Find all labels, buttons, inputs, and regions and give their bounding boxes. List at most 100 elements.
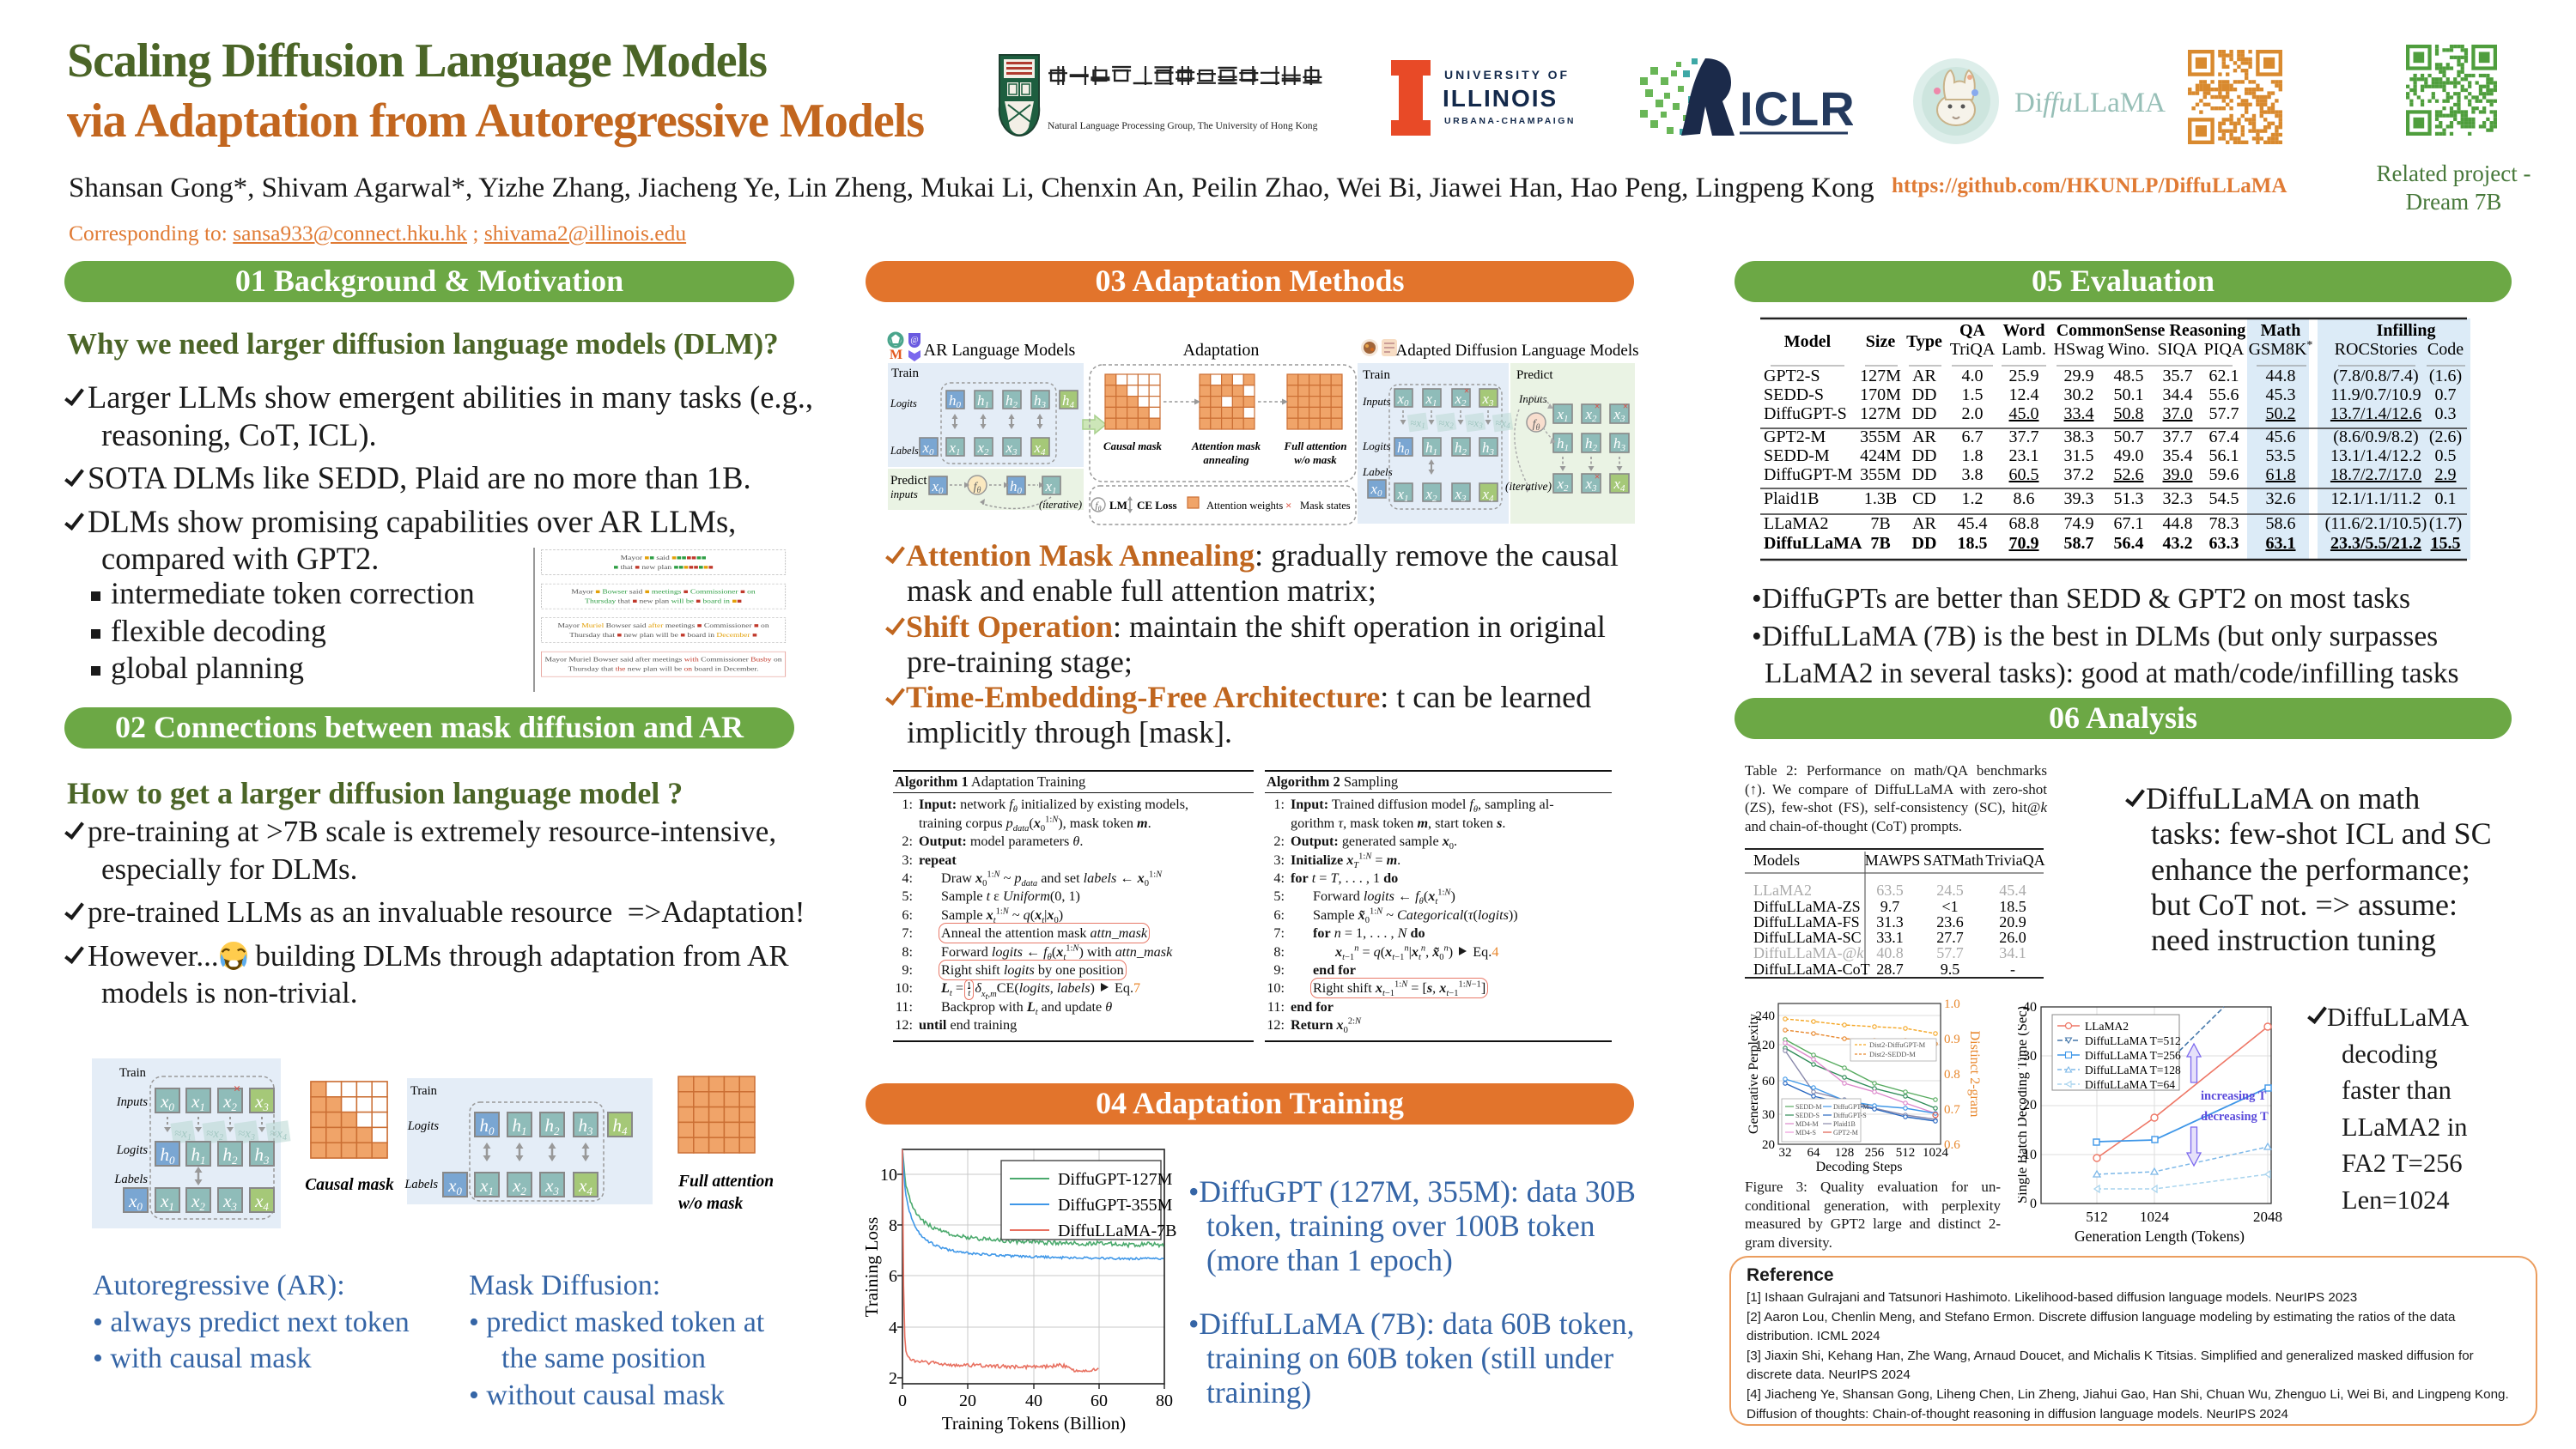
svg-text:DiffuLLaMA T=64: DiffuLLaMA T=64 [2085,1078,2175,1091]
svg-text:(7.8/0.8/7.4): (7.8/0.8/7.4) [2333,367,2418,385]
svg-text:256: 256 [1865,1146,1885,1160]
svg-text:Decoding Steps: Decoding Steps [1816,1160,1903,1174]
svg-text:11.9/0.7/10.9: 11.9/0.7/10.9 [2330,385,2421,404]
svg-text:inputs: inputs [890,488,918,500]
svg-text:M: M [890,348,902,362]
svg-text:Training Loss: Training Loss [866,1217,882,1318]
svg-text:2.9: 2.9 [2435,465,2457,484]
svg-text:32.6: 32.6 [2266,489,2296,508]
svg-text:Full attention: Full attention [1284,440,1347,452]
svg-text:3.8: 3.8 [1962,465,1984,484]
svg-text:Generation Length (Tokens): Generation Length (Tokens) [2075,1228,2245,1245]
svg-text:0.1: 0.1 [2435,489,2457,508]
svg-text:Logits: Logits [890,397,917,409]
svg-text:1024: 1024 [2140,1209,2170,1225]
svg-text:Mayor ■■ said ■■■■■■■: Mayor ■■ said ■■■■■■■ [621,555,707,561]
svg-text:32: 32 [1779,1146,1792,1160]
svg-text:Inputs: Inputs [116,1095,149,1109]
svg-text:512: 512 [1896,1146,1916,1160]
svg-text:57.7: 57.7 [2209,404,2239,423]
svg-text:2: 2 [889,1369,897,1388]
svg-text:0.8: 0.8 [1944,1068,1960,1082]
svg-text:LLaMA2: LLaMA2 [1753,882,1812,899]
svg-text:Size: Size [1866,332,1896,351]
svg-text:(1.6): (1.6) [2429,367,2462,385]
svg-text:20: 20 [959,1391,976,1410]
svg-text:0.9: 0.9 [1944,1033,1960,1046]
svg-text:fθ: fθ [1533,418,1540,433]
svg-text:40: 40 [2023,1000,2037,1015]
svg-text:48.5: 48.5 [2114,367,2144,385]
svg-text:68.8: 68.8 [2009,514,2039,533]
svg-text:62.1: 62.1 [2209,367,2239,385]
svg-text:1024: 1024 [1923,1146,1949,1160]
svg-text:127M: 127M [1860,404,1901,423]
svg-text:@: @ [910,336,918,345]
svg-text:CommonSense Reasoning: CommonSense Reasoning [2057,321,2246,340]
svg-text:DD: DD [1912,446,1937,465]
svg-text:Mayor Muriel Bowser said after: Mayor Muriel Bowser said after meetings … [557,622,769,628]
svg-text:×: × [234,1082,241,1096]
svg-text:18.5: 18.5 [1958,534,1988,553]
svg-text:(8.6/0.9/8.2): (8.6/0.9/8.2) [2333,427,2418,446]
svg-text:1.2: 1.2 [1962,489,1984,508]
svg-text:Generative Perplexity: Generative Perplexity [1747,1014,1761,1134]
svg-text:Causal mask: Causal mask [305,1176,394,1194]
svg-text:Code: Code [2427,340,2464,359]
svg-text:Training Tokens (Billion): Training Tokens (Billion) [942,1413,1126,1434]
svg-text:×: × [1595,470,1601,482]
svg-text:DD: DD [1912,534,1937,553]
svg-text:Train: Train [410,1084,438,1098]
svg-text:33.1: 33.1 [1876,929,1904,946]
svg-text:Logits: Logits [1362,440,1391,452]
svg-text:Thursday that the new plan wil: Thursday that the new plan will be on bo… [568,666,759,672]
svg-text:25.9: 25.9 [2009,367,2039,385]
svg-text:DiffuLLaMA-CoT: DiffuLLaMA-CoT [1753,961,1870,978]
svg-text:240: 240 [1756,1009,1776,1023]
svg-text:24.5: 24.5 [1936,882,1964,899]
svg-text:1.0: 1.0 [1944,997,1960,1011]
svg-text:(11.6/2.1/10.5): (11.6/2.1/10.5) [2325,514,2427,533]
svg-text:37.7: 37.7 [2009,427,2039,446]
svg-text:SEDD-M: SEDD-M [1764,446,1830,465]
svg-text:13.1/1.4/12.2: 13.1/1.4/12.2 [2330,446,2421,465]
svg-text:0.3: 0.3 [2435,404,2457,423]
svg-text:Predict: Predict [1516,368,1553,382]
svg-text:GPT2-M: GPT2-M [1764,427,1826,446]
svg-text:27.7: 27.7 [1936,929,1964,946]
svg-text:34.1: 34.1 [1999,944,2026,961]
svg-text:×: × [1285,499,1291,512]
svg-text:18.7/2.7/17.0: 18.7/2.7/17.0 [2330,465,2421,484]
svg-text:20: 20 [1762,1138,1775,1152]
svg-text:29.9: 29.9 [2064,367,2094,385]
svg-text:15.5: 15.5 [2431,534,2461,553]
svg-text:34.4: 34.4 [2163,385,2193,404]
svg-text:38.3: 38.3 [2064,427,2094,446]
svg-text:DiffuLLaMA-SC: DiffuLLaMA-SC [1753,929,1862,946]
svg-text:(iterative): (iterative) [1039,499,1082,511]
svg-text:DiffuLLaMA T=128: DiffuLLaMA T=128 [2085,1064,2181,1076]
svg-text:Mayor ■ Bowser said ■ meetings: Mayor ■ Bowser said ■ meetings ■ Commiss… [571,589,756,595]
svg-text:CE Loss: CE Loss [1137,499,1177,512]
svg-text:20.9: 20.9 [1999,913,2026,931]
svg-text:28.7: 28.7 [1876,961,1904,978]
svg-text:DiffuLLaMA: DiffuLLaMA [2014,88,2166,118]
svg-text:fθ: fθ [1096,500,1102,512]
svg-text:50.1: 50.1 [2114,385,2144,404]
svg-text:52.6: 52.6 [2114,465,2144,484]
svg-text:355M: 355M [1860,427,1901,446]
svg-text:424M: 424M [1860,446,1901,465]
svg-text:58.7: 58.7 [2064,534,2094,553]
svg-text:Adapted Diffusion Language Mod: Adapted Diffusion Language Models [1395,342,1638,360]
svg-text:Train: Train [119,1066,147,1080]
svg-text:SEDD-S: SEDD-S [1764,385,1824,404]
svg-text:12.4: 12.4 [2009,385,2039,404]
svg-text:55.6: 55.6 [2209,385,2239,404]
svg-text:DiffuGPT-S: DiffuGPT-S [1764,404,1847,423]
svg-text:40: 40 [1025,1391,1042,1410]
svg-text:37.7: 37.7 [2163,427,2193,446]
svg-text:DD: DD [1912,465,1937,484]
svg-text:DiffuGPT-355M: DiffuGPT-355M [1058,1196,1173,1215]
svg-text:DiffuLLaMA-ZS: DiffuLLaMA-ZS [1753,898,1861,915]
svg-text:Logits: Logits [407,1119,440,1133]
